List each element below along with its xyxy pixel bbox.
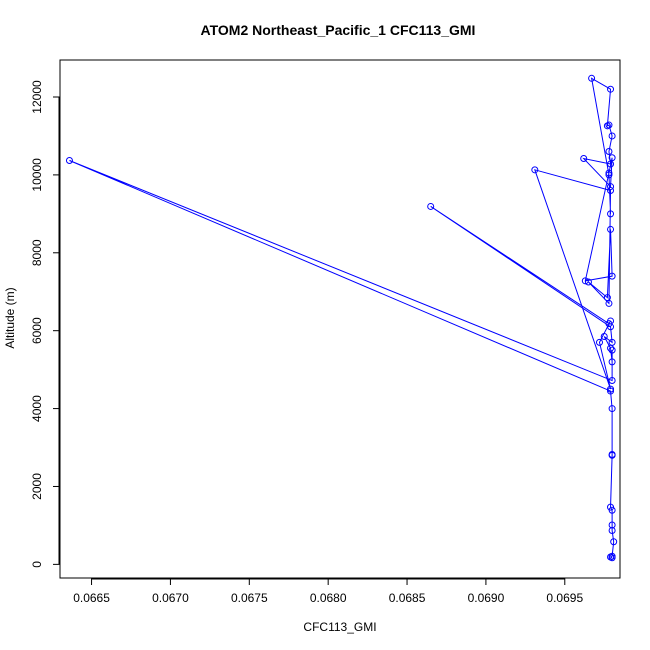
series-line — [69, 77, 615, 559]
x-tick-label: 0.0685 — [389, 591, 426, 605]
data-point — [608, 552, 616, 560]
data-point — [608, 526, 616, 534]
data-point — [607, 317, 615, 325]
data-point — [581, 277, 589, 285]
data-point — [607, 210, 615, 218]
data-point — [607, 385, 615, 393]
x-tick-label: 0.0665 — [73, 591, 110, 605]
y-tick-label: 0 — [30, 561, 44, 568]
data-point — [607, 387, 615, 395]
data-point — [608, 451, 616, 459]
data-point — [607, 225, 615, 233]
data-point — [595, 338, 603, 346]
data-point — [607, 160, 615, 168]
x-axis: 0.0665 0.0670 0.0675 0.0680 0.0685 0.0690 0.06… — [73, 578, 583, 605]
x-axis-label: CFC113_GMI — [303, 620, 376, 634]
data-point — [607, 503, 615, 511]
data-point — [531, 166, 539, 174]
data-point — [607, 85, 615, 93]
y-axis: 0 2000 4000 6000 8000 10000 12000 — [30, 80, 60, 568]
data-point — [607, 183, 615, 191]
data-point — [608, 405, 616, 413]
x-tick-label: 0.0670 — [152, 591, 189, 605]
y-axis-label: Altitude (m) — [3, 287, 17, 348]
data-point — [600, 333, 608, 341]
data-point — [605, 148, 613, 156]
x-tick-label: 0.0695 — [546, 591, 583, 605]
data-point — [608, 338, 616, 346]
data-point — [580, 155, 588, 163]
data-point — [65, 156, 73, 164]
data-point — [607, 186, 615, 194]
data-point — [608, 132, 616, 140]
data-point — [603, 294, 611, 302]
y-tick-label: 6000 — [30, 317, 44, 344]
data-point — [608, 272, 616, 280]
series-lines — [69, 77, 615, 559]
data-point — [608, 521, 616, 529]
chart-title: ATOM2 Northeast_Pacific_1 CFC113_GMI — [201, 22, 476, 38]
y-tick-label: 4000 — [30, 395, 44, 422]
data-point — [588, 74, 596, 82]
y-tick-label: 8000 — [30, 239, 44, 266]
data-point — [608, 154, 616, 162]
data-point — [605, 169, 613, 177]
x-tick-label: 0.0675 — [231, 591, 268, 605]
data-point — [608, 377, 616, 385]
data-point — [427, 202, 435, 210]
y-tick-label: 12000 — [30, 80, 44, 114]
data-point — [610, 538, 618, 546]
data-point — [603, 122, 611, 130]
plot-frame — [59, 59, 621, 579]
x-tick-label: 0.0690 — [468, 591, 505, 605]
data-point — [608, 358, 616, 366]
data-point — [608, 346, 616, 354]
y-tick-label: 10000 — [30, 158, 44, 192]
y-tick-label: 2000 — [30, 473, 44, 500]
series-points — [65, 74, 618, 562]
data-point — [584, 278, 592, 286]
x-tick-label: 0.0680 — [310, 591, 347, 605]
data-point — [605, 171, 613, 179]
